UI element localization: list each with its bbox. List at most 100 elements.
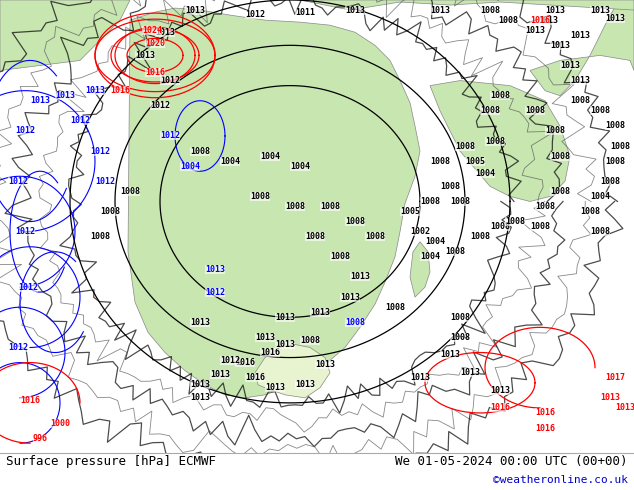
Text: 1013: 1013 xyxy=(30,96,50,105)
Text: 1013: 1013 xyxy=(430,5,450,15)
Text: 1008: 1008 xyxy=(450,197,470,206)
Text: 1008: 1008 xyxy=(550,187,570,196)
Text: 1008: 1008 xyxy=(300,336,320,345)
Text: 1008: 1008 xyxy=(480,106,500,115)
Text: 1013: 1013 xyxy=(85,86,105,95)
Text: 1012: 1012 xyxy=(8,343,28,352)
Text: 1012: 1012 xyxy=(205,288,225,296)
Text: 1008: 1008 xyxy=(345,318,365,327)
Text: 1013: 1013 xyxy=(155,28,175,37)
Text: 1008: 1008 xyxy=(605,122,625,130)
Text: 1008: 1008 xyxy=(385,303,405,312)
Text: 1004: 1004 xyxy=(260,151,280,161)
Text: 1012: 1012 xyxy=(70,116,90,125)
Text: 1008: 1008 xyxy=(445,247,465,256)
Text: 1008: 1008 xyxy=(120,187,140,196)
Text: 1005: 1005 xyxy=(400,207,420,216)
Text: 1008: 1008 xyxy=(498,16,518,24)
Text: 1013: 1013 xyxy=(265,383,285,392)
Text: 1013: 1013 xyxy=(190,393,210,402)
Text: 1008: 1008 xyxy=(605,157,625,166)
Text: 1008: 1008 xyxy=(485,137,505,146)
Text: 1008: 1008 xyxy=(590,106,610,115)
Text: 1013: 1013 xyxy=(590,5,610,15)
Text: 1005: 1005 xyxy=(465,157,485,166)
Text: 1013: 1013 xyxy=(275,340,295,349)
Text: 1016: 1016 xyxy=(535,423,555,433)
Text: 1013: 1013 xyxy=(255,333,275,342)
Text: 1013: 1013 xyxy=(460,368,480,377)
Text: 1016: 1016 xyxy=(490,403,510,413)
Text: 1013: 1013 xyxy=(350,272,370,281)
Text: 1012: 1012 xyxy=(160,76,180,85)
Text: 1008: 1008 xyxy=(420,197,440,206)
Text: 1008: 1008 xyxy=(580,207,600,216)
Text: 1008: 1008 xyxy=(330,252,350,261)
Text: 1013: 1013 xyxy=(185,5,205,15)
Text: 1008: 1008 xyxy=(490,222,510,231)
Text: 1008: 1008 xyxy=(505,217,525,226)
Text: 1013: 1013 xyxy=(605,14,625,23)
Text: 1016: 1016 xyxy=(260,348,280,357)
Text: 1013: 1013 xyxy=(55,91,75,100)
Text: 1008: 1008 xyxy=(550,151,570,161)
Polygon shape xyxy=(430,80,570,201)
Text: 1008: 1008 xyxy=(430,157,450,166)
Text: 1020: 1020 xyxy=(145,39,165,48)
Text: 1013: 1013 xyxy=(550,41,570,50)
Text: 1008: 1008 xyxy=(440,182,460,191)
Text: 1013: 1013 xyxy=(340,293,360,302)
Text: 1008: 1008 xyxy=(455,142,475,150)
Text: 1008: 1008 xyxy=(480,5,500,15)
Text: 1013: 1013 xyxy=(440,350,460,359)
Text: 1008: 1008 xyxy=(530,222,550,231)
Polygon shape xyxy=(128,8,420,398)
Text: 1016: 1016 xyxy=(235,358,255,367)
Text: 1008: 1008 xyxy=(535,202,555,211)
Text: 1013: 1013 xyxy=(315,360,335,369)
Text: 1012: 1012 xyxy=(150,101,170,110)
Text: 1008: 1008 xyxy=(190,147,210,156)
Text: 1013: 1013 xyxy=(545,5,565,15)
Text: 1012: 1012 xyxy=(220,356,240,365)
Text: 1012: 1012 xyxy=(18,283,38,292)
Text: 1004: 1004 xyxy=(425,237,445,246)
Text: 1016: 1016 xyxy=(145,68,165,77)
Text: 1013: 1013 xyxy=(275,313,295,322)
Text: 1008: 1008 xyxy=(470,232,490,241)
Text: 1008: 1008 xyxy=(545,126,565,135)
Text: 1013: 1013 xyxy=(525,25,545,35)
Text: 1024: 1024 xyxy=(142,25,162,35)
Text: 1013: 1013 xyxy=(570,76,590,85)
Text: ©weatheronline.co.uk: ©weatheronline.co.uk xyxy=(493,475,628,485)
Text: 1016: 1016 xyxy=(20,396,40,405)
Text: 1008: 1008 xyxy=(450,313,470,322)
Text: 1008: 1008 xyxy=(90,232,110,241)
Polygon shape xyxy=(0,0,130,71)
Polygon shape xyxy=(530,0,634,96)
Text: 1013: 1013 xyxy=(570,31,590,40)
Polygon shape xyxy=(410,242,430,297)
Text: 1008: 1008 xyxy=(100,207,120,216)
Text: 1012: 1012 xyxy=(245,10,265,19)
Text: 1013: 1013 xyxy=(190,318,210,327)
Text: 1000: 1000 xyxy=(50,418,70,428)
Text: 1012: 1012 xyxy=(160,131,180,141)
Text: 1012: 1012 xyxy=(90,147,110,156)
Text: 1016: 1016 xyxy=(245,373,265,382)
Text: 1017: 1017 xyxy=(605,373,625,382)
Text: 1013: 1013 xyxy=(600,393,620,402)
Polygon shape xyxy=(300,0,634,10)
Text: 1013: 1013 xyxy=(310,308,330,317)
Text: 1008: 1008 xyxy=(590,227,610,236)
Text: Surface pressure [hPa] ECMWF: Surface pressure [hPa] ECMWF xyxy=(6,455,216,468)
Text: 1008: 1008 xyxy=(365,232,385,241)
Text: We 01-05-2024 00:00 UTC (00+00): We 01-05-2024 00:00 UTC (00+00) xyxy=(395,455,628,468)
Text: 1012: 1012 xyxy=(95,177,115,186)
Text: 1013: 1013 xyxy=(135,51,155,60)
Text: 1004: 1004 xyxy=(420,252,440,261)
Text: 1016: 1016 xyxy=(535,409,555,417)
Text: 1008: 1008 xyxy=(305,232,325,241)
Text: 1013: 1013 xyxy=(295,380,315,389)
Text: 1013: 1013 xyxy=(190,380,210,389)
